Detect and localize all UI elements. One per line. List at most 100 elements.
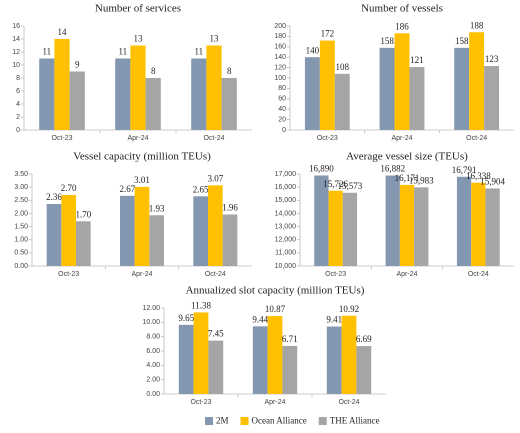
- value-label: 9.65: [178, 313, 194, 323]
- bar: [267, 316, 283, 394]
- x-tick-label: Apr-24: [127, 135, 148, 142]
- x-tick-label: Oct-24: [338, 399, 359, 406]
- value-label: 16,791: [452, 165, 477, 175]
- bar: [456, 176, 472, 266]
- value-label: 1.96: [222, 203, 238, 213]
- bar: [341, 315, 357, 394]
- bar: [394, 33, 410, 130]
- bar: [471, 182, 486, 266]
- y-tick-label: 12,000: [275, 237, 297, 244]
- bar: [208, 340, 224, 394]
- value-label: 188: [470, 20, 484, 30]
- y-tick-label: 8: [16, 75, 20, 82]
- x-tick-label: Oct-23: [190, 399, 211, 406]
- x-tick-label: Oct-24: [203, 135, 224, 142]
- bar: [454, 47, 470, 131]
- value-label: 16,890: [309, 164, 334, 174]
- bar: [54, 39, 70, 130]
- bar: [469, 32, 485, 130]
- bar: [145, 78, 161, 130]
- y-tick-label: 40: [278, 106, 286, 113]
- value-label: 15,983: [409, 175, 434, 185]
- legend-swatch: [318, 417, 327, 425]
- y-tick-label: 12: [12, 49, 20, 56]
- y-tick-label: 1.50: [14, 223, 28, 230]
- y-tick-label: 60: [278, 96, 286, 103]
- y-tick-label: 100: [274, 75, 286, 82]
- bar: [193, 312, 209, 394]
- bar: [130, 45, 146, 130]
- value-label: 3.01: [134, 175, 150, 185]
- y-tick-label: 3.00: [14, 184, 28, 191]
- y-tick-label: 12.00: [142, 305, 160, 312]
- bar: [69, 71, 85, 130]
- value-label: 2.70: [61, 183, 77, 193]
- bar: [46, 203, 62, 266]
- bar: [409, 67, 425, 130]
- y-tick-label: 2: [16, 114, 20, 121]
- bar: [178, 324, 194, 394]
- y-tick-label: 120: [274, 64, 286, 71]
- y-tick-label: 2.00: [146, 377, 160, 384]
- y-tick-label: 180: [274, 33, 286, 40]
- value-label: 8: [151, 66, 156, 76]
- value-label: 14: [58, 27, 68, 37]
- bar: [356, 346, 372, 394]
- value-label: 3.07: [207, 173, 223, 183]
- y-tick-label: 1.00: [14, 237, 28, 244]
- bar: [222, 214, 238, 266]
- y-tick-label: 14: [12, 36, 20, 43]
- value-label: 172: [321, 29, 335, 39]
- y-tick-label: 0: [282, 127, 286, 134]
- value-label: 9: [75, 60, 80, 70]
- y-tick-label: 0.50: [14, 250, 28, 257]
- chart-title: Number of vessels: [361, 3, 443, 15]
- y-tick-label: 80: [278, 85, 286, 92]
- value-label: 2.65: [193, 184, 209, 194]
- legend-label: 2M: [216, 416, 229, 426]
- y-tick-label: 160: [274, 44, 286, 51]
- value-label: 11: [118, 47, 127, 57]
- y-tick-label: 2.00: [14, 210, 28, 217]
- value-label: 186: [395, 21, 409, 31]
- value-label: 10.92: [339, 304, 359, 314]
- y-tick-label: 140: [274, 54, 286, 61]
- value-label: 1.70: [75, 209, 91, 219]
- value-label: 11.38: [191, 301, 211, 311]
- value-label: 2.36: [46, 192, 62, 202]
- y-tick-label: 10,000: [275, 263, 297, 270]
- value-label: 121: [410, 55, 424, 65]
- bar: [485, 188, 500, 266]
- bar: [326, 326, 342, 394]
- y-tick-label: 10.00: [142, 319, 160, 326]
- bar: [252, 326, 268, 394]
- bar: [379, 47, 395, 131]
- value-label: 140: [306, 45, 320, 55]
- y-tick-label: 20: [278, 116, 286, 123]
- x-tick-label: Apr-24: [264, 399, 285, 406]
- y-tick-label: 0: [16, 127, 20, 134]
- bar: [342, 192, 358, 266]
- legend-label: Ocean Alliance: [252, 416, 307, 426]
- value-label: 10.87: [265, 304, 286, 314]
- value-label: 7.45: [208, 329, 224, 339]
- bar: [208, 185, 223, 266]
- bar: [191, 58, 207, 130]
- value-label: 13: [134, 34, 144, 44]
- x-tick-label: Oct-24: [205, 271, 226, 278]
- value-label: 9.41: [326, 315, 342, 325]
- value-label: 2.67: [119, 184, 135, 194]
- x-tick-label: Apr-24: [131, 271, 152, 278]
- y-tick-label: 3.50: [14, 171, 28, 178]
- y-tick-label: 17,000: [275, 171, 297, 178]
- bar: [304, 57, 320, 131]
- bar: [282, 345, 298, 394]
- chart-title: Number of services: [95, 3, 181, 15]
- bar: [414, 187, 429, 266]
- legend-label: THE Alliance: [330, 416, 380, 426]
- chart-title: Annualized slot capacity (million TEUs): [186, 285, 365, 297]
- value-label: 11: [42, 47, 51, 57]
- y-tick-label: 0.00: [14, 263, 28, 270]
